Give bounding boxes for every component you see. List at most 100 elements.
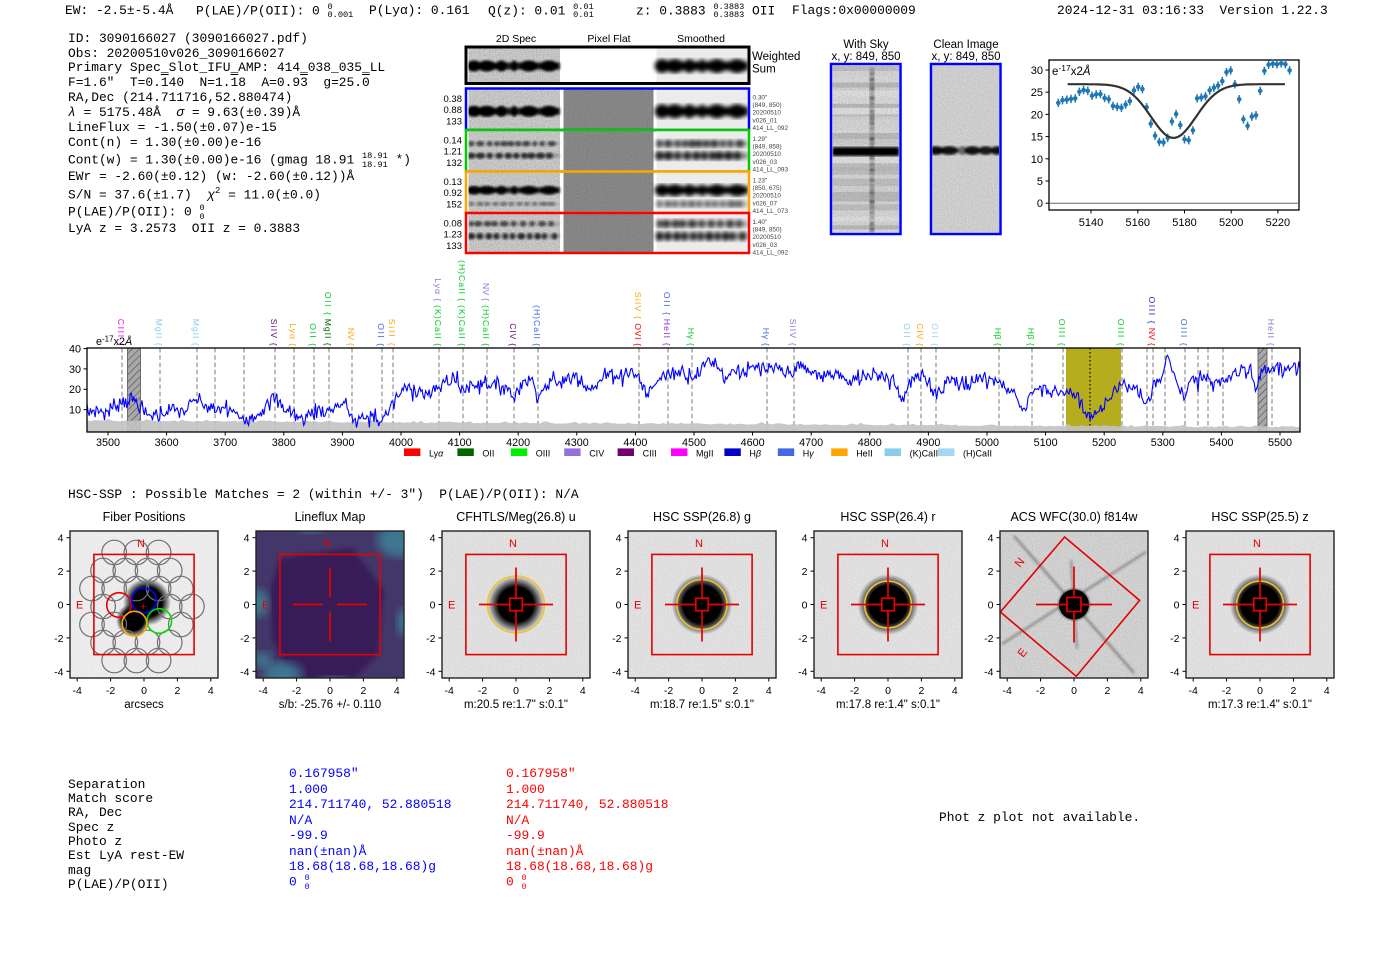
svg-text:5140: 5140 (1079, 217, 1103, 229)
svg-text:NV {: NV { (1147, 328, 1157, 346)
svg-text:(849, 850): (849, 850) (753, 227, 782, 234)
svg-text:2: 2 (430, 566, 436, 578)
svg-text:HSC SSP(25.5) z: HSC SSP(25.5) z (1211, 510, 1308, 524)
svg-text:4: 4 (58, 533, 64, 545)
svg-text:-2: -2 (664, 685, 673, 697)
svg-text:(849, 858): (849, 858) (753, 144, 782, 151)
svg-text:E: E (1192, 600, 1199, 612)
svg-text:0.30": 0.30" (753, 95, 768, 102)
svg-text:4: 4 (616, 533, 622, 545)
svg-text:40: 40 (69, 343, 81, 355)
svg-text:-4: -4 (798, 666, 807, 678)
svg-text:-2: -2 (612, 633, 621, 645)
svg-text:30: 30 (69, 364, 81, 376)
svg-text:N: N (1253, 538, 1261, 550)
svg-text:v026_07: v026_07 (753, 200, 778, 207)
svg-text:3600: 3600 (155, 437, 179, 449)
svg-text:2: 2 (1290, 685, 1296, 697)
svg-text:0: 0 (1174, 600, 1180, 612)
svg-text:20: 20 (1031, 109, 1043, 121)
svg-text:m:18.7 re:1.5" s:0.1": m:18.7 re:1.5" s:0.1" (650, 699, 754, 711)
svg-text:CIII: CIII (643, 449, 657, 459)
svg-text:OIII {: OIII { (1179, 319, 1189, 346)
svg-text:-2: -2 (1170, 633, 1179, 645)
svg-text:4: 4 (1324, 685, 1330, 697)
svg-text:Hγ {: Hγ { (686, 328, 696, 346)
svg-text:30: 30 (1031, 65, 1043, 77)
svg-text:OII {: OII { (323, 292, 333, 315)
svg-text:5: 5 (1037, 176, 1043, 188)
svg-text:-2: -2 (984, 633, 993, 645)
svg-text:(H)CaII {: (H)CaII { (481, 305, 491, 346)
svg-text:-4: -4 (73, 685, 82, 697)
svg-text:Hβ {: Hβ { (993, 328, 1003, 346)
svg-text:4600: 4600 (741, 437, 765, 449)
svg-text:SiII {: SiII { (387, 319, 397, 346)
svg-text:-4: -4 (259, 685, 268, 697)
svg-text:5100: 5100 (1034, 437, 1058, 449)
svg-text:0: 0 (430, 600, 436, 612)
svg-text:4: 4 (952, 685, 958, 697)
svg-text:-2: -2 (1036, 685, 1045, 697)
svg-text:N: N (137, 538, 145, 550)
svg-text:Hβ {: Hβ { (1026, 328, 1036, 346)
svg-text:0: 0 (513, 685, 519, 697)
svg-text:10: 10 (1031, 154, 1043, 166)
svg-text:20200510: 20200510 (753, 234, 782, 241)
svg-text:3700: 3700 (213, 437, 237, 449)
svg-text:m:17.3 re:1.4" s:0.1": m:17.3 re:1.4" s:0.1" (1208, 699, 1312, 711)
svg-text:1.23: 1.23 (444, 230, 463, 241)
svg-text:3900: 3900 (330, 437, 354, 449)
svg-text:E: E (448, 600, 455, 612)
svg-text:0: 0 (616, 600, 622, 612)
svg-text:-2: -2 (798, 633, 807, 645)
svg-text:4: 4 (802, 533, 808, 545)
svg-text:1.29": 1.29" (753, 136, 768, 143)
svg-text:Hβ: Hβ (749, 449, 761, 459)
svg-text:v026_03: v026_03 (753, 159, 778, 166)
svg-text:CFHTLS/Meg(26.8) u: CFHTLS/Meg(26.8) u (456, 510, 576, 524)
svg-text:4400: 4400 (623, 437, 647, 449)
svg-text:(H)CaII {: (H)CaII { (457, 260, 467, 301)
svg-text:N: N (323, 538, 331, 550)
svg-text:4: 4 (244, 533, 250, 545)
svg-text:0: 0 (327, 685, 333, 697)
svg-text:With Sky: With Sky (843, 39, 889, 51)
svg-text:x, y: 849, 850: x, y: 849, 850 (831, 51, 900, 63)
svg-text:25: 25 (1031, 87, 1043, 99)
svg-text:-2: -2 (850, 685, 859, 697)
svg-text:1.23": 1.23" (753, 178, 768, 185)
svg-text:OIII: OIII (536, 449, 551, 459)
svg-text:2: 2 (174, 685, 180, 697)
svg-text:E: E (634, 600, 641, 612)
svg-text:414_LL_093: 414_LL_093 (753, 166, 789, 173)
svg-text:0.13: 0.13 (444, 177, 463, 188)
svg-text:4100: 4100 (448, 437, 472, 449)
svg-text:Smoothed: Smoothed (677, 33, 725, 45)
svg-text:HeII {: HeII { (662, 319, 672, 346)
svg-text:0: 0 (1037, 198, 1043, 210)
svg-text:20200510: 20200510 (753, 110, 782, 117)
svg-text:4: 4 (430, 533, 436, 545)
svg-text:s/b: -25.76 +/- 0.110: s/b: -25.76 +/- 0.110 (279, 699, 381, 711)
svg-text:-2: -2 (106, 685, 115, 697)
svg-text:2: 2 (244, 566, 250, 578)
svg-text:OII {: OII { (376, 323, 386, 346)
svg-text:arcsecs: arcsecs (124, 699, 164, 711)
svg-text:v026_03: v026_03 (753, 242, 778, 249)
svg-text:-2: -2 (292, 685, 301, 697)
svg-text:2: 2 (58, 566, 64, 578)
svg-text:0.38: 0.38 (444, 94, 463, 105)
svg-text:SiIV {: SiIV { (633, 292, 643, 319)
svg-text:-4: -4 (1003, 685, 1012, 697)
svg-text:414_LL_092: 414_LL_092 (753, 249, 789, 256)
svg-text:(K)CaII {: (K)CaII { (433, 305, 443, 346)
svg-text:OII {: OII { (308, 323, 318, 346)
svg-text:3500: 3500 (96, 437, 120, 449)
svg-text:-2: -2 (1222, 685, 1231, 697)
svg-text:Weighted: Weighted (752, 51, 800, 63)
svg-text:HeII: HeII (856, 449, 873, 459)
svg-text:m:17.8 re:1.4" s:0.1": m:17.8 re:1.4" s:0.1" (836, 699, 940, 711)
svg-text:CIV {: CIV { (508, 323, 518, 346)
svg-text:HeII {: HeII { (1266, 319, 1276, 346)
